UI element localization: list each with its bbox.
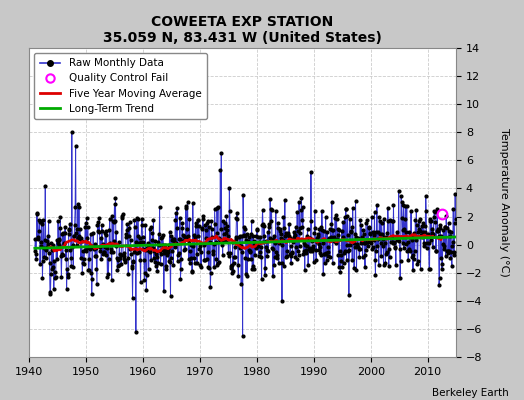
- Y-axis label: Temperature Anomaly (°C): Temperature Anomaly (°C): [499, 128, 509, 277]
- Text: Berkeley Earth: Berkeley Earth: [432, 388, 508, 398]
- Legend: Raw Monthly Data, Quality Control Fail, Five Year Moving Average, Long-Term Tren: Raw Monthly Data, Quality Control Fail, …: [35, 53, 206, 119]
- Title: COWEETA EXP STATION
35.059 N, 83.431 W (United States): COWEETA EXP STATION 35.059 N, 83.431 W (…: [103, 15, 382, 45]
